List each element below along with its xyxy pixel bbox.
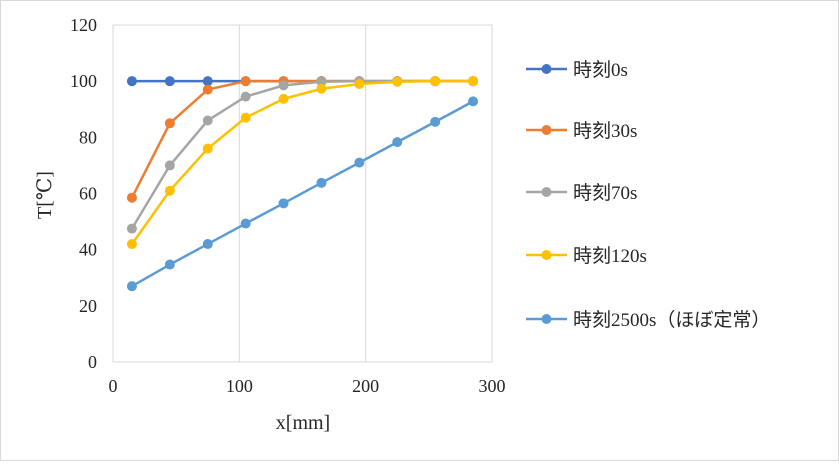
- series-3: [126, 76, 479, 250]
- y-axis-label: T[℃]: [34, 171, 56, 219]
- legend-label: 時刻120s: [573, 245, 647, 267]
- x-axis-label: x[mm]: [276, 412, 330, 434]
- legend-item: 時刻30s: [526, 120, 637, 142]
- y-tick-label: 100: [70, 71, 97, 91]
- data-point: [164, 259, 175, 270]
- legend-item: 時刻70s: [526, 182, 637, 204]
- data-point: [202, 76, 213, 87]
- data-point: [202, 115, 213, 126]
- y-tick-label: 40: [79, 240, 97, 260]
- data-point: [316, 83, 327, 94]
- data-point: [240, 76, 251, 87]
- legend-marker: [541, 64, 552, 74]
- data-point: [316, 177, 327, 188]
- legend-item: 時刻0s: [526, 59, 628, 81]
- series-line: [131, 100, 474, 288]
- legend-label: 時刻30s: [573, 120, 637, 142]
- legend: 時刻0s 時刻30s 時刻70s 時刻120s 時刻2500s（ほぼ定常）: [526, 59, 770, 331]
- data-point: [468, 76, 479, 87]
- data-point: [278, 80, 289, 91]
- x-tick-label: 300: [479, 376, 506, 396]
- data-point: [468, 96, 479, 107]
- data-point: [354, 157, 365, 168]
- legend-label: 時刻70s: [573, 182, 637, 204]
- data-point: [392, 76, 403, 87]
- data-point: [240, 112, 251, 123]
- data-point: [164, 185, 175, 196]
- series-1: [126, 76, 479, 203]
- x-tick-label: 0: [109, 376, 118, 396]
- series-4: [126, 96, 479, 292]
- series-line: [130, 79, 474, 230]
- legend-item: 時刻2500s（ほぼ定常）: [526, 309, 770, 331]
- legend-marker: [541, 314, 552, 324]
- x-tick-label: 200: [352, 376, 379, 396]
- series-line: [130, 79, 474, 245]
- y-tick-label: 120: [70, 15, 97, 35]
- data-point: [278, 198, 289, 209]
- data-point: [126, 223, 137, 234]
- legend-marker: [541, 187, 552, 197]
- data-point: [240, 91, 251, 102]
- y-tick-label: 20: [79, 296, 97, 316]
- data-point: [202, 84, 213, 95]
- axes: 0 100 200 300 0 20 40 60 80 100 120: [70, 15, 506, 396]
- x-tick-label: 100: [226, 376, 253, 396]
- data-point: [126, 192, 137, 203]
- series-line: [130, 79, 474, 199]
- data-point: [240, 218, 251, 229]
- legend-marker: [541, 250, 552, 260]
- data-point: [202, 239, 213, 250]
- legend-label: 時刻2500s（ほぼ定常）: [573, 309, 770, 331]
- data-point: [430, 76, 441, 87]
- legend-marker: [541, 125, 552, 135]
- series-group: [126, 76, 479, 292]
- data-point: [316, 76, 327, 87]
- data-point: [164, 76, 175, 87]
- data-point: [430, 116, 441, 127]
- series-2: [126, 76, 479, 234]
- data-point: [126, 239, 137, 250]
- legend-item: 時刻120s: [526, 245, 647, 267]
- y-tick-label: 80: [79, 127, 97, 147]
- data-point: [392, 137, 403, 148]
- data-point: [164, 160, 175, 171]
- y-tick-label: 60: [79, 184, 97, 204]
- data-point: [164, 118, 175, 129]
- data-point: [126, 76, 137, 87]
- legend-label: 時刻0s: [573, 59, 628, 81]
- data-point: [354, 78, 365, 89]
- data-point: [126, 281, 137, 292]
- data-point: [278, 93, 289, 104]
- data-point: [202, 143, 213, 154]
- y-tick-label: 0: [88, 352, 97, 372]
